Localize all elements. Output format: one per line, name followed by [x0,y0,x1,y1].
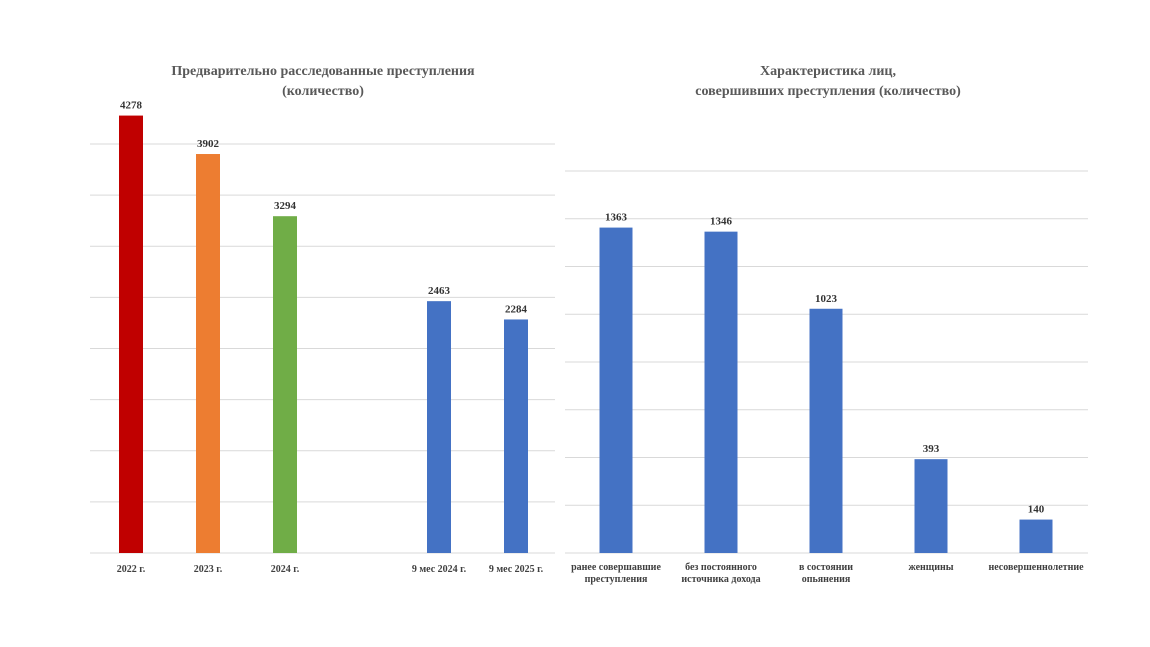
category-label: 2024 г. [271,564,300,575]
bar [704,231,738,553]
data-label: 3902 [197,138,220,150]
bar [599,227,633,554]
bar [273,216,297,553]
data-label: 2463 [428,285,451,297]
category-label: опьянения [802,574,851,585]
bar [196,154,220,553]
category-label: женщины [908,562,953,573]
bar [504,319,528,553]
chart-1: Предварительно расследованные преступлен… [90,64,555,575]
chart-title: (количество) [282,84,364,99]
category-label: 9 мес 2025 г. [489,564,544,575]
chart-2: Характеристика лиц, совершивших преступле… [565,64,1088,585]
category-label: 9 мес 2024 г. [412,564,467,575]
chart-title: Характеристика лиц, [760,64,896,79]
bar [119,115,143,554]
data-label: 1023 [815,293,838,305]
category-label: несовершеннолетние [988,562,1084,573]
bar [1019,519,1053,553]
bar [809,308,843,553]
chart-title: Предварительно расследованные преступлен… [171,64,475,79]
category-label: источника дохода [681,574,760,585]
category-label: 2023 г. [194,564,223,575]
data-label: 1346 [710,216,733,228]
data-label: 1363 [605,212,628,224]
category-label: ранее совершавшие [571,562,661,573]
bar [914,459,948,553]
category-label: без постоянного [685,562,757,573]
data-label: 4278 [120,100,143,112]
category-label: преступления [585,574,648,585]
category-label: в состоянии [799,562,853,573]
data-label: 393 [923,443,940,455]
category-label: 2022 г. [117,564,146,575]
data-label: 2284 [505,303,528,315]
bar [427,301,451,553]
chart-title: совершивших преступления (количество) [695,84,961,99]
data-label: 3294 [274,200,297,212]
data-label: 140 [1028,504,1045,516]
